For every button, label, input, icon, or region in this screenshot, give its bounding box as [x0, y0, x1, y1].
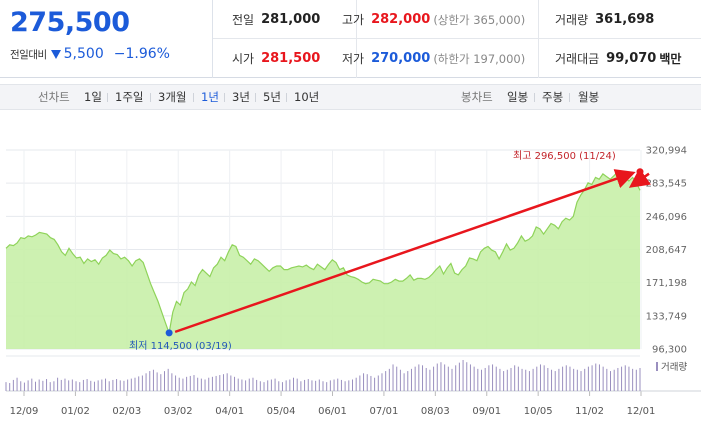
y-tick-label: 133,749	[646, 311, 687, 322]
divider	[193, 93, 194, 102]
change-percent: −1.96%	[113, 46, 170, 62]
volume-legend-label: 거래량	[661, 361, 687, 373]
y-tick-label: 283,545	[646, 179, 687, 190]
stat-value: 270,000	[371, 51, 431, 66]
stat-label: 전일	[232, 13, 255, 27]
down-triangle-icon	[50, 50, 61, 59]
x-tick-label: 03/02	[164, 406, 193, 417]
stat-label: 거래대금	[555, 52, 600, 66]
stat-value: 281,500	[261, 51, 321, 66]
stat-label: 고가	[342, 13, 365, 27]
stat-open: 시가 281,500	[232, 39, 320, 78]
divider	[538, 0, 539, 78]
period-3y[interactable]: 3년	[232, 90, 250, 104]
candle-weekly[interactable]: 주봉	[542, 90, 564, 104]
min-point	[165, 329, 173, 337]
period-3m[interactable]: 3개월	[158, 90, 187, 104]
max-point	[636, 168, 644, 176]
x-tick-label: 04/01	[215, 406, 244, 417]
price-line	[5, 170, 641, 336]
x-tick-label: 05/04	[267, 406, 296, 417]
price-chart: 320,994 283,545 246,096 208,647 171,198 133,7…	[0, 138, 701, 425]
period-1y[interactable]: 1년	[201, 90, 219, 104]
period-1w[interactable]: 1주일	[115, 90, 144, 104]
x-tick-label: 07/01	[370, 406, 399, 417]
period-toolbar: 선차트 1일 1주일 3개월 1년 3년 5년 10년 봉차트 일봉 주봉 월봉	[0, 84, 701, 110]
stat-high: 고가 282,000 (상한가 365,000)	[342, 0, 525, 39]
stat-low: 저가 270,000 (하한가 197,000)	[342, 39, 525, 78]
stat-turnover: 거래대금 99,070 백만	[555, 39, 681, 78]
stat-volume: 거래량 361,698	[555, 0, 654, 39]
divider	[213, 38, 701, 39]
y-tick-label: 320,994	[646, 146, 687, 157]
period-5y[interactable]: 5년	[263, 90, 281, 104]
upper-limit: (상한가 365,000)	[433, 12, 526, 27]
x-tick-label: 12/09	[10, 406, 39, 417]
divider	[286, 93, 287, 102]
min-annotation-label: 최저 114,500 (03/19)	[129, 340, 232, 352]
divider	[224, 93, 225, 102]
x-tick-label: 08/03	[421, 406, 450, 417]
candle-daily[interactable]: 일봉	[507, 90, 529, 104]
divider	[356, 0, 357, 78]
candle-monthly[interactable]: 월봉	[578, 90, 600, 104]
max-annotation-label: 최고 296,500 (11/24)	[513, 150, 616, 162]
divider	[534, 93, 535, 102]
stat-value: 361,698	[595, 12, 655, 27]
line-chart-label: 선차트	[38, 90, 70, 104]
quote-header: 275,500 전일대비 5,500 −1.96% 전일 281,000 고가 …	[0, 0, 701, 78]
stat-value: 281,000	[261, 12, 321, 27]
stat-label: 저가	[342, 52, 365, 66]
stat-unit: 백만	[659, 52, 682, 66]
change-row: 전일대비 5,500 −1.96%	[10, 45, 170, 63]
current-price: 275,500	[10, 7, 130, 38]
volume-legend-swatch	[656, 362, 658, 371]
stat-prev-close: 전일 281,000	[232, 0, 320, 39]
price-box: 275,500 전일대비 5,500 −1.96%	[0, 0, 213, 78]
divider	[107, 93, 108, 102]
stat-label: 시가	[232, 52, 255, 66]
x-tick-label: 10/05	[524, 406, 553, 417]
change-value: 5,500	[63, 46, 104, 62]
y-tick-label: 208,647	[646, 245, 687, 256]
x-tick-label: 12/01	[627, 406, 656, 417]
price-chart-svg: 320,994 283,545 246,096 208,647 171,198 133,7…	[5, 146, 701, 417]
y-tick-label: 246,096	[646, 212, 687, 223]
price-area	[6, 171, 640, 349]
stat-value: 282,000	[371, 12, 431, 27]
stat-label: 거래량	[555, 13, 589, 27]
divider	[150, 93, 151, 102]
stat-value: 99,070	[606, 51, 657, 66]
y-tick-label: 171,198	[646, 278, 687, 289]
x-tick-label: 09/01	[472, 406, 501, 417]
change-label: 전일대비	[10, 48, 47, 61]
x-tick-label: 11/02	[575, 406, 604, 417]
x-tick-label: 06/01	[318, 406, 347, 417]
candle-chart-label: 봉차트	[461, 90, 493, 104]
x-tick-label: 01/02	[61, 406, 90, 417]
quote-stats: 전일 281,000 고가 282,000 (상한가 365,000) 거래량 …	[213, 0, 701, 78]
divider	[569, 93, 570, 102]
period-10y[interactable]: 10년	[294, 90, 320, 104]
period-1d[interactable]: 1일	[84, 90, 102, 104]
lower-limit: (하한가 197,000)	[433, 51, 526, 66]
y-tick-label: 96,300	[652, 345, 687, 356]
trend-arrow-down	[628, 168, 652, 188]
divider	[255, 93, 256, 102]
trend-arrow	[174, 169, 636, 334]
x-tick-label: 02/03	[112, 406, 141, 417]
